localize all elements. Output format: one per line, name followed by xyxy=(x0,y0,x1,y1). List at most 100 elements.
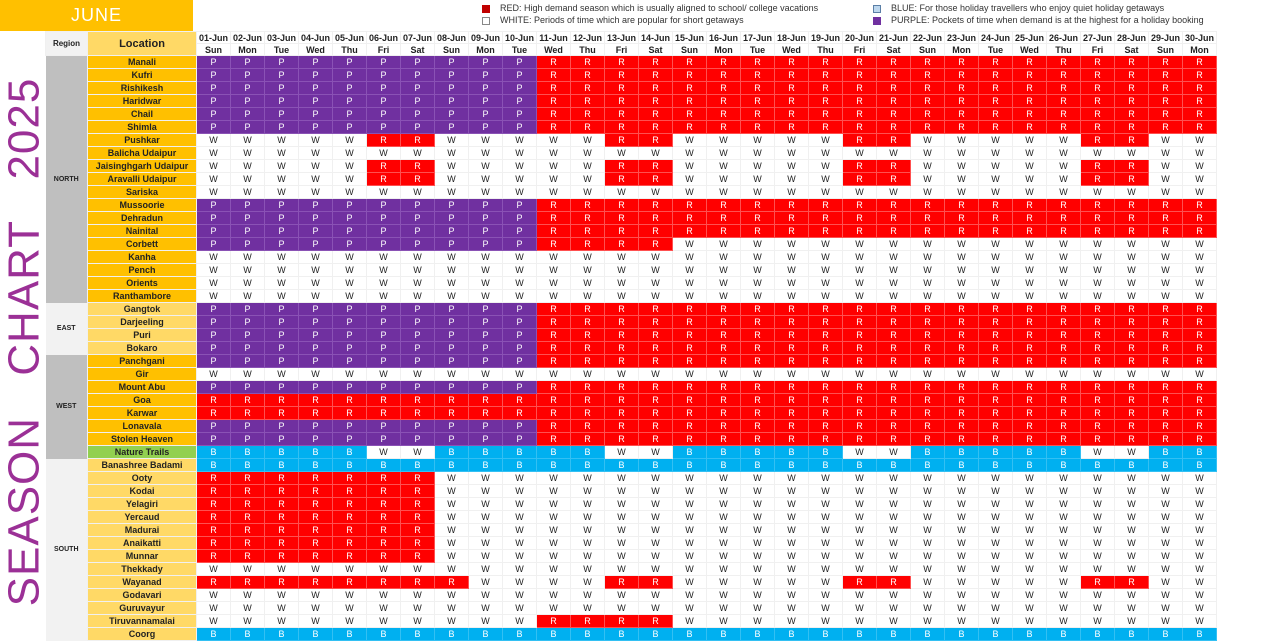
season-cell: W xyxy=(434,133,469,147)
season-cell: W xyxy=(400,367,435,381)
season-cell: R xyxy=(366,549,401,563)
season-cell: R xyxy=(672,406,707,420)
season-cell: W xyxy=(1080,276,1115,290)
season-cell: W xyxy=(400,445,435,459)
season-cell: R xyxy=(672,393,707,407)
season-cell: W xyxy=(502,133,537,147)
season-cell: R xyxy=(298,497,333,511)
season-cell: W xyxy=(876,549,911,563)
season-cell: W xyxy=(1114,523,1149,537)
season-cell: R xyxy=(842,81,877,95)
season-cell: R xyxy=(808,341,843,355)
season-cell: W xyxy=(230,614,265,628)
day-header: Sun xyxy=(1148,43,1183,56)
season-cell: R xyxy=(876,107,911,121)
date-header: 17-Jun xyxy=(740,31,775,44)
season-cell: W xyxy=(400,250,435,264)
season-chart-title: SEASON CHART 2025 xyxy=(0,77,48,607)
season-cell: W xyxy=(502,146,537,160)
season-cell: R xyxy=(910,393,945,407)
season-cell: R xyxy=(706,315,741,329)
season-cell: W xyxy=(944,588,979,602)
season-cell: B xyxy=(1114,627,1149,641)
season-cell: R xyxy=(264,575,299,589)
season-cell: W xyxy=(876,614,911,628)
season-cell: W xyxy=(944,367,979,381)
season-cell: W xyxy=(1046,549,1081,563)
season-cell: R xyxy=(638,354,673,368)
season-cell: P xyxy=(468,107,503,121)
season-cell: R xyxy=(604,614,639,628)
season-cell: W xyxy=(978,146,1013,160)
season-cell: R xyxy=(230,510,265,524)
season-cell: R xyxy=(910,315,945,329)
season-cell: W xyxy=(366,562,401,576)
season-cell: R xyxy=(1046,328,1081,342)
season-cell: B xyxy=(638,458,673,472)
season-cell: R xyxy=(978,198,1013,212)
season-cell: W xyxy=(604,250,639,264)
season-cell: W xyxy=(638,562,673,576)
season-cell: W xyxy=(808,172,843,186)
season-cell: R xyxy=(842,172,877,186)
table-row: Lonavala P P P P P P P P P P R R R R R R R R R R R R R R R R R R R R xyxy=(46,419,1217,433)
season-cell: W xyxy=(910,549,945,563)
season-cell: R xyxy=(536,302,571,316)
season-cell: R xyxy=(332,536,367,550)
season-cell: R xyxy=(1148,393,1183,407)
season-cell: B xyxy=(502,627,537,641)
season-cell: W xyxy=(774,289,809,303)
day-header: Mon xyxy=(706,43,741,56)
season-cell: R xyxy=(536,94,571,108)
season-cell: R xyxy=(1080,107,1115,121)
season-cell: P xyxy=(468,237,503,251)
season-cell: W xyxy=(672,263,707,277)
season-cell: W xyxy=(876,237,911,251)
season-cell: R xyxy=(706,419,741,433)
season-cell: R xyxy=(910,302,945,316)
season-cell: B xyxy=(842,458,877,472)
season-cell: B xyxy=(434,627,469,641)
season-cell: R xyxy=(638,55,673,69)
season-cell: W xyxy=(808,536,843,550)
season-cell: W xyxy=(1182,588,1217,602)
season-cell: R xyxy=(1114,432,1149,446)
season-cell: R xyxy=(604,198,639,212)
season-cell: W xyxy=(672,588,707,602)
season-cell: W xyxy=(638,263,673,277)
date-header: 21-Jun xyxy=(876,31,911,44)
season-cell: W xyxy=(638,497,673,511)
season-cell: W xyxy=(808,146,843,160)
day-header: Sat xyxy=(638,43,673,56)
season-cell: P xyxy=(366,120,401,134)
season-cell: R xyxy=(196,575,231,589)
location-cell: Goa xyxy=(87,393,197,407)
season-cell: R xyxy=(638,328,673,342)
season-cell: W xyxy=(570,562,605,576)
season-cell: R xyxy=(536,393,571,407)
season-cell: R xyxy=(842,94,877,108)
day-header: Tue xyxy=(502,43,537,56)
season-cell: R xyxy=(740,315,775,329)
season-cell: W xyxy=(978,510,1013,524)
season-cell: B xyxy=(196,458,231,472)
date-header: 01-Jun xyxy=(196,31,231,44)
season-cell: R xyxy=(1080,419,1115,433)
season-cell: R xyxy=(842,380,877,394)
season-cell: P xyxy=(400,237,435,251)
season-cell: W xyxy=(400,276,435,290)
season-cell: R xyxy=(604,159,639,173)
season-cell: W xyxy=(604,367,639,381)
season-cell: R xyxy=(1148,328,1183,342)
season-cell: R xyxy=(570,107,605,121)
season-cell: R xyxy=(706,354,741,368)
season-cell: R xyxy=(1046,94,1081,108)
season-cell: R xyxy=(910,354,945,368)
date-header: 06-Jun xyxy=(366,31,401,44)
location-cell: Orients xyxy=(87,276,197,290)
season-cell: P xyxy=(196,224,231,238)
season-cell: W xyxy=(264,367,299,381)
season-cell: W xyxy=(468,289,503,303)
season-cell: W xyxy=(1046,471,1081,485)
white-swatch-icon xyxy=(482,16,490,25)
